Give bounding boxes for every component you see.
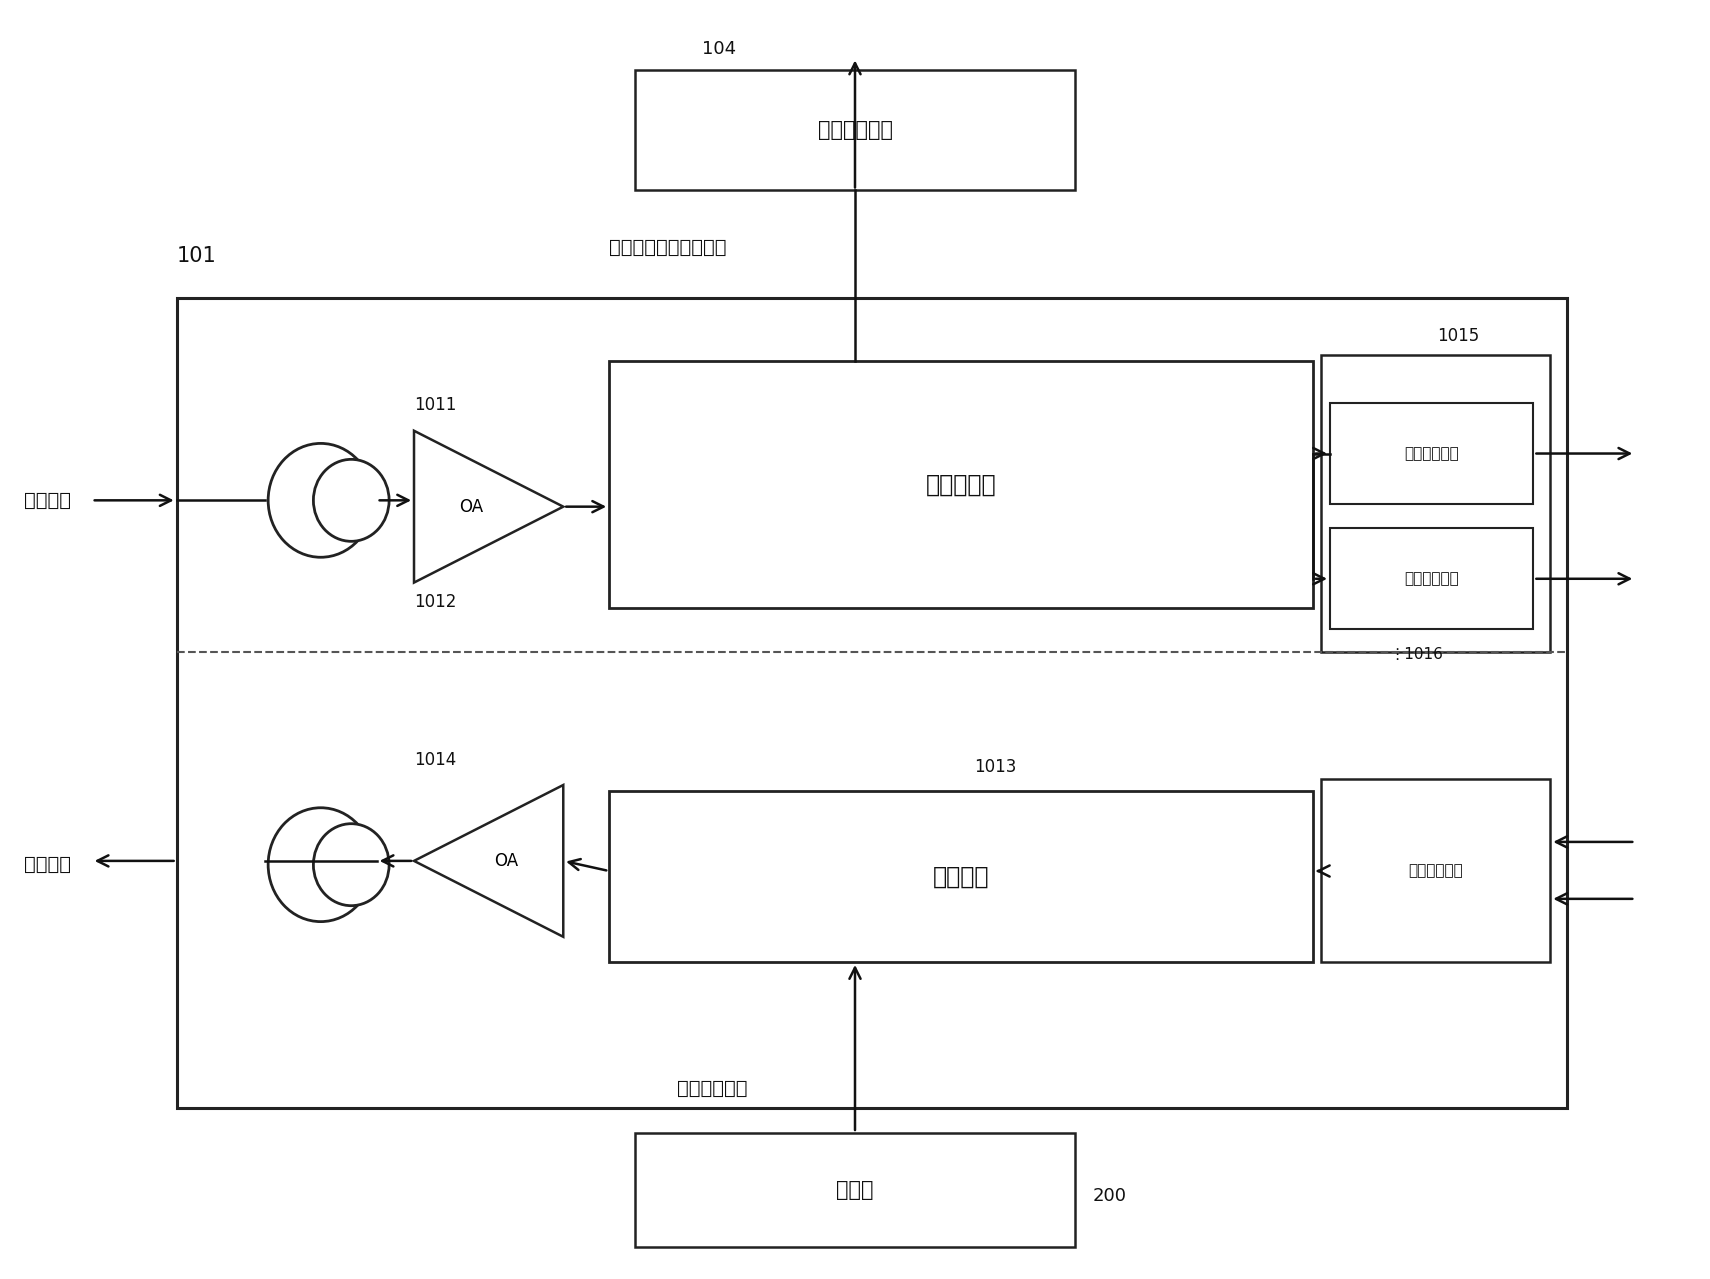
- Text: OA: OA: [494, 852, 518, 870]
- Bar: [1330, 528, 1534, 629]
- Bar: [1322, 779, 1551, 962]
- Text: 光处理单元: 光处理单元: [925, 472, 997, 496]
- Polygon shape: [414, 785, 563, 936]
- Bar: [609, 792, 1313, 962]
- Text: 1012: 1012: [414, 592, 457, 610]
- Text: 多个输入端口: 多个输入端口: [1409, 863, 1464, 877]
- Text: 信号源: 信号源: [836, 1179, 874, 1200]
- Ellipse shape: [313, 824, 390, 906]
- Text: 第二输出端口: 第二输出端口: [1404, 572, 1459, 586]
- Polygon shape: [414, 431, 563, 582]
- Text: 1014: 1014: [414, 751, 457, 769]
- Bar: [1330, 403, 1534, 504]
- Text: 信道上路端口: 信道上路端口: [677, 1079, 747, 1099]
- Bar: [609, 361, 1313, 608]
- Text: 1013: 1013: [973, 758, 1016, 776]
- Ellipse shape: [268, 444, 373, 558]
- Ellipse shape: [268, 808, 373, 922]
- Text: 第一输出端口: 第一输出端口: [1404, 446, 1459, 460]
- Bar: [634, 70, 1076, 191]
- Text: 200: 200: [1093, 1187, 1127, 1205]
- Text: 1015: 1015: [1436, 326, 1479, 345]
- Text: 入口链路: 入口链路: [24, 491, 70, 510]
- Text: 相干检测单元: 相干检测单元: [817, 120, 893, 141]
- Bar: [176, 298, 1568, 1108]
- Bar: [634, 1133, 1076, 1247]
- Ellipse shape: [313, 459, 390, 541]
- Text: 光耦合器: 光耦合器: [932, 865, 990, 889]
- Text: 1011: 1011: [414, 396, 457, 414]
- Text: ⋮1016: ⋮1016: [1389, 647, 1443, 663]
- Text: 出口链路: 出口链路: [24, 856, 70, 874]
- Text: OA: OA: [458, 498, 482, 515]
- Bar: [1322, 354, 1551, 652]
- Text: 分插复用模块下路端口: 分插复用模块下路端口: [609, 238, 727, 257]
- Text: 104: 104: [703, 40, 737, 58]
- Text: 101: 101: [176, 247, 215, 266]
